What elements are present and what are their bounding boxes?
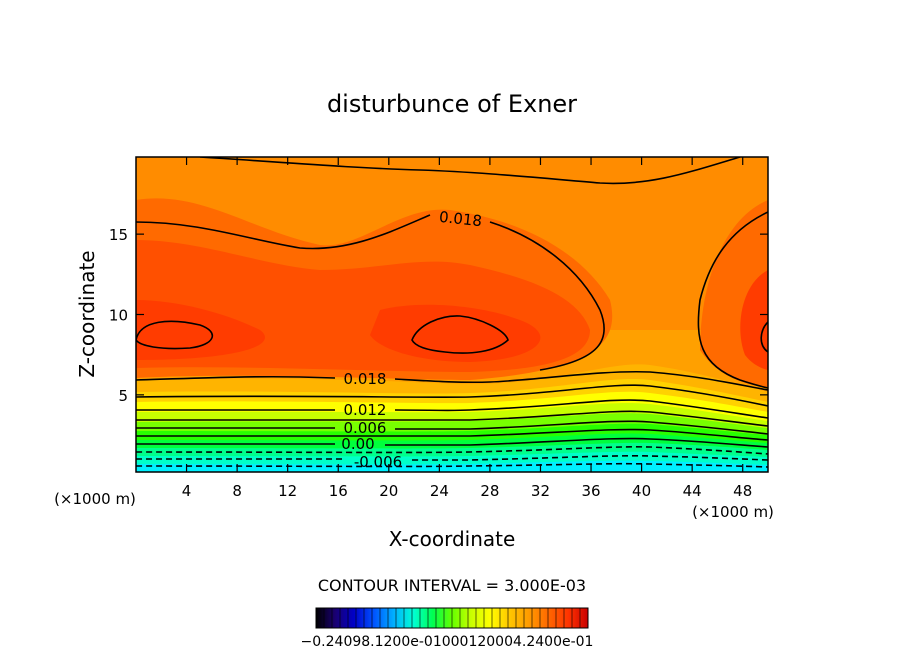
contour-labels: 0.018 0.018 0.012 0.006 0.00 -0.006 bbox=[341, 208, 483, 471]
x-tick-label: 12 bbox=[278, 482, 297, 500]
contour-line-core-right bbox=[760, 321, 768, 353]
colorbar-labels: −0.24098.1200e-01000120004.2400e-01 bbox=[301, 634, 594, 650]
x-tick-label: 32 bbox=[531, 482, 550, 500]
x-unit-label-right: (×1000 m) bbox=[692, 503, 774, 521]
band-core-left bbox=[136, 300, 265, 360]
contour-label: 0.012 bbox=[344, 401, 387, 419]
x-axis-label: X-coordinate bbox=[389, 527, 516, 551]
contour-label: 0.00 bbox=[341, 435, 374, 453]
contour-lines bbox=[136, 157, 768, 468]
contour-label: -0.006 bbox=[354, 453, 402, 471]
y-tick-label: 10 bbox=[109, 307, 128, 325]
contour-line-neg003 bbox=[136, 446, 768, 455]
chart-title: disturbunce of Exner bbox=[327, 90, 577, 118]
colorbar-ticks bbox=[323, 608, 581, 628]
y-tick-label: 5 bbox=[118, 387, 128, 405]
y-axis-ticks: 5 10 15 bbox=[109, 226, 768, 405]
contour-line-018-lower bbox=[136, 375, 336, 381]
contour-line-neg006b bbox=[411, 455, 768, 461]
band-core-right bbox=[740, 270, 768, 370]
x-tick-label: 36 bbox=[581, 482, 600, 500]
contour-line-core-mid bbox=[411, 315, 509, 354]
contour-label: 0.018 bbox=[438, 208, 483, 230]
contour-line-neg009 bbox=[136, 462, 768, 468]
x-axis-ticks: 4 8 12 16 20 24 28 32 36 40 44 48 bbox=[182, 157, 752, 500]
y-tick-label: 15 bbox=[109, 226, 128, 244]
contour-line-000b bbox=[385, 437, 768, 448]
contour-line-018-lower-b bbox=[394, 370, 768, 391]
x-tick-label: 24 bbox=[430, 482, 449, 500]
contour-line-012b bbox=[394, 399, 768, 419]
contour-line-006b bbox=[394, 420, 768, 435]
x-tick-label: 4 bbox=[182, 482, 192, 500]
x-tick-label: 16 bbox=[329, 482, 348, 500]
band-core-mid bbox=[370, 304, 541, 362]
contour-line-018-right bbox=[697, 211, 768, 389]
colorbar: −0.24098.1200e-01000120004.2400e-01 bbox=[301, 607, 594, 650]
x-tick-label: 44 bbox=[683, 482, 702, 500]
x-tick-label: 20 bbox=[379, 482, 398, 500]
contour-line-003 bbox=[136, 428, 768, 441]
x-tick-label: 48 bbox=[733, 482, 752, 500]
contour-line-009 bbox=[136, 410, 768, 427]
x-tick-label: 28 bbox=[480, 482, 499, 500]
contour-line-top bbox=[199, 157, 741, 185]
x-unit-label-left: (×1000 m) bbox=[54, 490, 136, 508]
x-tick-label: 8 bbox=[232, 482, 242, 500]
contour-line-core-left bbox=[136, 320, 214, 350]
contour-label: 0.018 bbox=[344, 370, 387, 388]
contour-line-018-upper bbox=[136, 214, 431, 250]
y-axis-label: Z-coordinate bbox=[75, 250, 99, 377]
contour-line-015 bbox=[136, 384, 768, 407]
contour-label: 0.006 bbox=[344, 419, 387, 437]
contour-interval-text: CONTOUR INTERVAL = 3.000E-03 bbox=[318, 576, 586, 595]
contour-line-018-upper-b bbox=[489, 221, 605, 371]
x-tick-label: 40 bbox=[632, 482, 651, 500]
